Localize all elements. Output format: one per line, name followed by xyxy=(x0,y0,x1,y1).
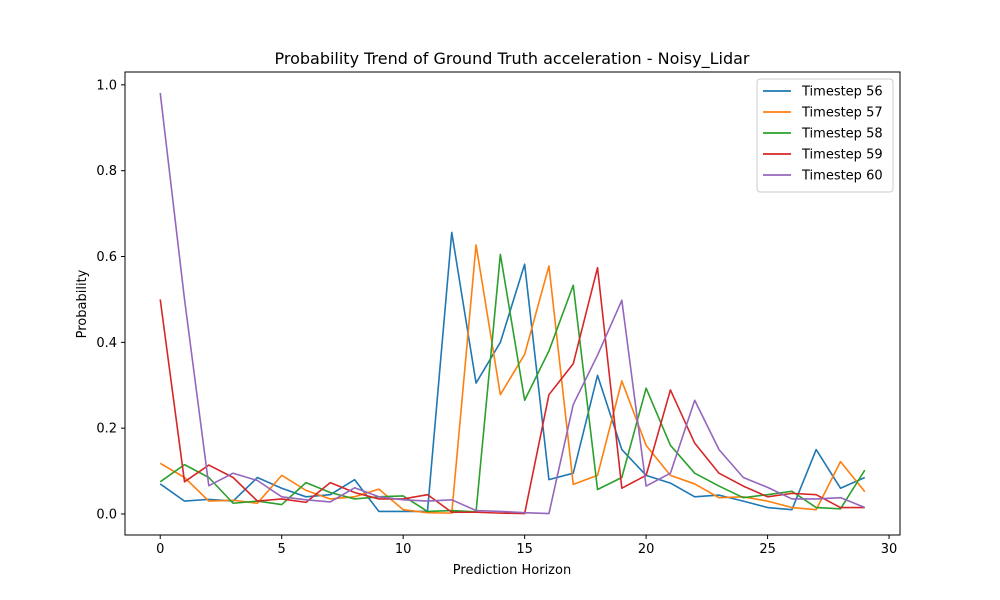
y-tick-label: 1.0 xyxy=(96,78,117,93)
y-tick-label: 0.4 xyxy=(96,336,117,351)
x-axis-label: Prediction Horizon xyxy=(453,563,571,578)
series-line-timestep-56 xyxy=(159,231,866,513)
x-tick-label: 25 xyxy=(759,542,776,557)
y-tick-label: 0.0 xyxy=(96,507,117,522)
legend-label: Timestep 58 xyxy=(801,127,883,142)
series-line-timestep-60 xyxy=(159,92,866,515)
legend-label: Timestep 60 xyxy=(801,169,883,184)
series-line-timestep-58 xyxy=(159,253,866,513)
x-tick-label: 30 xyxy=(881,542,898,557)
y-tick-label: 0.8 xyxy=(96,164,117,179)
axes-frame xyxy=(124,71,901,536)
series-line-timestep-59 xyxy=(159,266,865,515)
x-tick-label: 10 xyxy=(395,542,412,557)
y-tick-label: 0.2 xyxy=(96,422,117,437)
y-tick-label: 0.6 xyxy=(96,250,117,265)
legend: Timestep 56 Timestep 57 Timestep 58 Timeste… xyxy=(756,78,894,193)
x-tick-label: 20 xyxy=(638,542,655,557)
series-lines xyxy=(159,92,866,515)
legend-label: Timestep 56 xyxy=(801,85,883,100)
legend-box xyxy=(756,78,894,193)
legend-label: Timestep 57 xyxy=(801,106,883,121)
y-axis-label: Probability xyxy=(75,269,90,338)
x-axis-ticks: 0 5 10 15 20 25 30 xyxy=(156,535,897,557)
series-line-timestep-57 xyxy=(159,244,866,514)
y-axis-ticks: 0.0 0.2 0.4 0.6 0.8 1.0 xyxy=(96,78,125,522)
chart-title: Probability Trend of Ground Truth accele… xyxy=(274,49,749,69)
legend-label: Timestep 59 xyxy=(801,148,883,163)
x-tick-label: 0 xyxy=(156,542,164,557)
x-tick-label: 15 xyxy=(516,542,533,557)
x-tick-label: 5 xyxy=(278,542,286,557)
